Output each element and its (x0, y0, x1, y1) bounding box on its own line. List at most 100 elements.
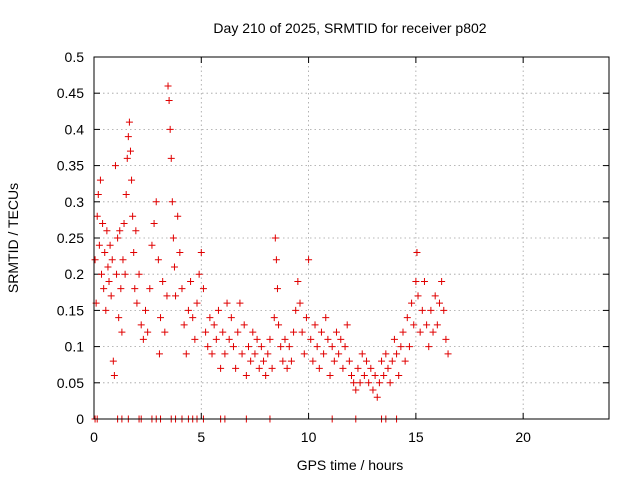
data-point (410, 321, 418, 329)
data-point (260, 357, 268, 365)
data-point (152, 198, 160, 206)
data-point (144, 328, 152, 336)
data-point (382, 350, 390, 358)
x-tick-label: 15 (408, 429, 424, 445)
axis-tick-labels: 0 0.05 0.1 0.15 0.2 0.25 0.3 0.35 0.4 0.45 0.5 0 5 10… (57, 49, 531, 445)
data-point (189, 314, 197, 322)
data-point (399, 328, 407, 336)
y-tick-label: 0.25 (57, 230, 84, 246)
data-point (104, 263, 112, 271)
chart-title: Day 210 of 2025, SRMTID for receiver p80… (213, 20, 486, 36)
data-point (219, 328, 227, 336)
data-point (107, 292, 115, 300)
data-point (444, 350, 452, 358)
data-point (242, 372, 250, 380)
data-point (358, 350, 366, 358)
data-point (266, 335, 274, 343)
data-point (126, 147, 134, 155)
data-point (155, 350, 163, 358)
data-point (204, 343, 212, 351)
data-point (131, 285, 139, 293)
data-point (268, 364, 276, 372)
data-point (123, 154, 131, 162)
data-point (397, 343, 405, 351)
data-point (416, 328, 424, 336)
data-point (195, 270, 203, 278)
data-point (335, 350, 343, 358)
data-point (193, 299, 201, 307)
data-point (221, 350, 229, 358)
data-point (129, 212, 137, 220)
data-point (375, 379, 383, 387)
data-point (313, 343, 321, 351)
data-point (121, 270, 129, 278)
data-point (350, 379, 358, 387)
data-point (109, 357, 117, 365)
data-point (305, 256, 313, 264)
data-point (115, 314, 123, 322)
data-point (360, 372, 368, 380)
data-point (229, 343, 237, 351)
data-point (116, 227, 124, 235)
data-point (165, 96, 173, 104)
data-point (98, 270, 106, 278)
data-point (142, 306, 149, 314)
data-point (378, 357, 386, 365)
y-axis-label: SRMTID / TECUs (5, 183, 21, 293)
data-point (119, 256, 127, 264)
data-point (122, 191, 130, 199)
data-point (187, 277, 195, 285)
data-point (93, 212, 101, 220)
data-point (111, 162, 119, 170)
plot-frame (93, 56, 610, 420)
data-point (212, 335, 220, 343)
data-point (103, 227, 111, 235)
data-point (384, 364, 392, 372)
data-point (339, 364, 347, 372)
data-point (148, 241, 156, 249)
data-points (91, 82, 452, 423)
data-point (296, 299, 304, 307)
data-point (133, 299, 141, 307)
data-point (108, 256, 116, 264)
data-point (166, 125, 174, 133)
data-point (307, 335, 315, 343)
data-point (386, 379, 394, 387)
data-point (275, 321, 283, 329)
data-point (124, 133, 132, 141)
data-point (249, 328, 257, 336)
data-point (270, 314, 278, 322)
data-point (225, 335, 233, 343)
data-point (320, 350, 328, 358)
data-point (388, 357, 396, 365)
y-tick-label: 0.4 (65, 121, 85, 137)
data-point (283, 364, 291, 372)
data-point (168, 198, 176, 206)
data-point (401, 357, 409, 365)
x-tick-label: 0 (90, 429, 98, 445)
data-point (217, 364, 225, 372)
data-point (433, 321, 441, 329)
data-point (184, 306, 192, 314)
data-point (408, 299, 416, 307)
data-point (128, 176, 136, 184)
data-point (257, 343, 265, 351)
data-point (354, 364, 362, 372)
data-point (101, 248, 109, 256)
x-tick-label: 20 (515, 429, 531, 445)
data-point (117, 285, 125, 293)
data-point (172, 292, 180, 300)
data-point (182, 350, 190, 358)
data-point (120, 220, 128, 228)
data-point (380, 372, 388, 380)
data-point (164, 82, 172, 90)
data-point (423, 321, 431, 329)
data-point (245, 343, 252, 351)
data-point (154, 256, 162, 264)
data-point (264, 350, 272, 358)
data-point (247, 357, 255, 365)
y-tick-label: 0.2 (65, 266, 85, 282)
data-point (130, 248, 138, 256)
data-point (232, 364, 240, 372)
data-point (262, 372, 270, 380)
